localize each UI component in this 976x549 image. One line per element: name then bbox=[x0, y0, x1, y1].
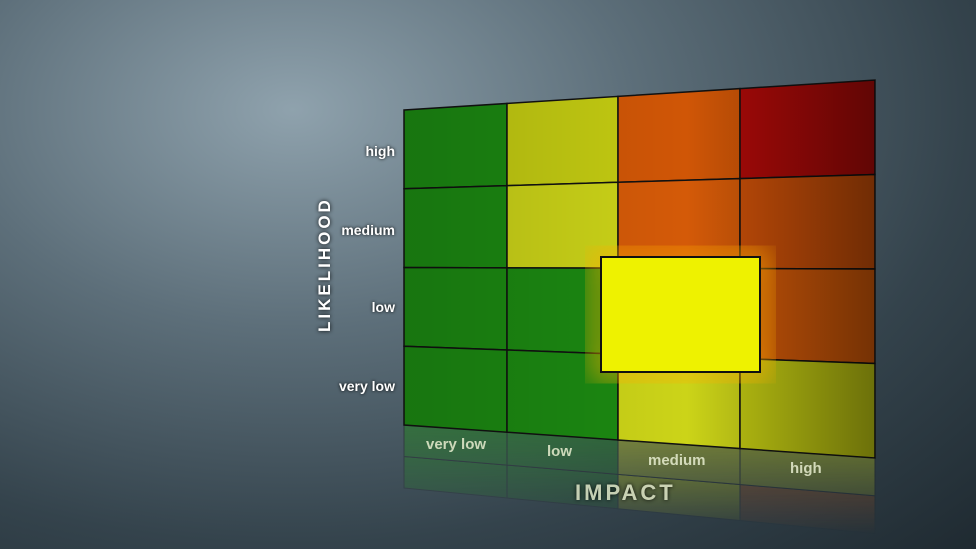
likelihood-high: high bbox=[365, 143, 395, 159]
matrix-reflection bbox=[403, 424, 876, 535]
likelihood-low: low bbox=[371, 299, 395, 315]
impact-axis-label: IMPACT bbox=[575, 480, 676, 505]
likelihood-axis-label: LIKELIHOOD bbox=[315, 197, 334, 332]
impact-low: low bbox=[547, 443, 572, 460]
highlighted-cell bbox=[600, 256, 761, 373]
impact-medium: medium bbox=[648, 452, 706, 469]
impact-very-low: very low bbox=[426, 436, 487, 453]
likelihood-medium: medium bbox=[341, 222, 395, 238]
impact-high: high bbox=[790, 460, 822, 477]
likelihood-very-low: very low bbox=[338, 378, 395, 394]
